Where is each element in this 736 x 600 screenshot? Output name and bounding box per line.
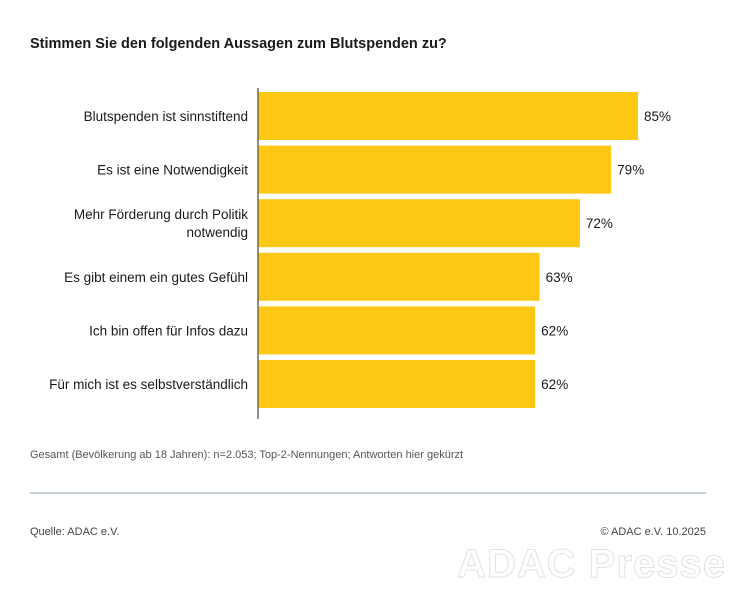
footnote: Gesamt (Bevölkerung ab 18 Jahren): n=2.0… <box>30 449 464 461</box>
chart-title: Stimmen Sie den folgenden Aussagen zum B… <box>30 36 447 52</box>
category-label: Ich bin offen für Infos dazu <box>89 323 248 338</box>
bar <box>258 252 540 301</box>
category-label: Blutspenden ist sinnstiftend <box>84 109 248 124</box>
bar <box>258 92 638 140</box>
source: Quelle: ADAC e.V. <box>30 526 120 538</box>
divider <box>30 492 706 494</box>
value-label: 72% <box>586 216 613 231</box>
watermark: ADAC Presse <box>457 542 726 587</box>
category-label: Es gibt einem ein gutes Gefühl <box>64 270 248 285</box>
value-label: 62% <box>541 377 568 392</box>
value-label: 62% <box>541 323 568 338</box>
value-label: 79% <box>617 163 644 178</box>
category-label: Für mich ist es selbstverständlich <box>49 377 248 392</box>
bar <box>258 306 536 355</box>
bar <box>258 145 612 194</box>
value-label: 85% <box>644 109 671 124</box>
bar <box>258 199 580 248</box>
category-label: Es ist eine Notwendigkeit <box>97 163 248 178</box>
category-label: Mehr Förderung durch Politik notwendig <box>74 207 248 240</box>
value-label: 63% <box>546 270 573 285</box>
copyright: © ADAC e.V. 10.2025 <box>600 526 706 538</box>
bar <box>258 360 536 408</box>
